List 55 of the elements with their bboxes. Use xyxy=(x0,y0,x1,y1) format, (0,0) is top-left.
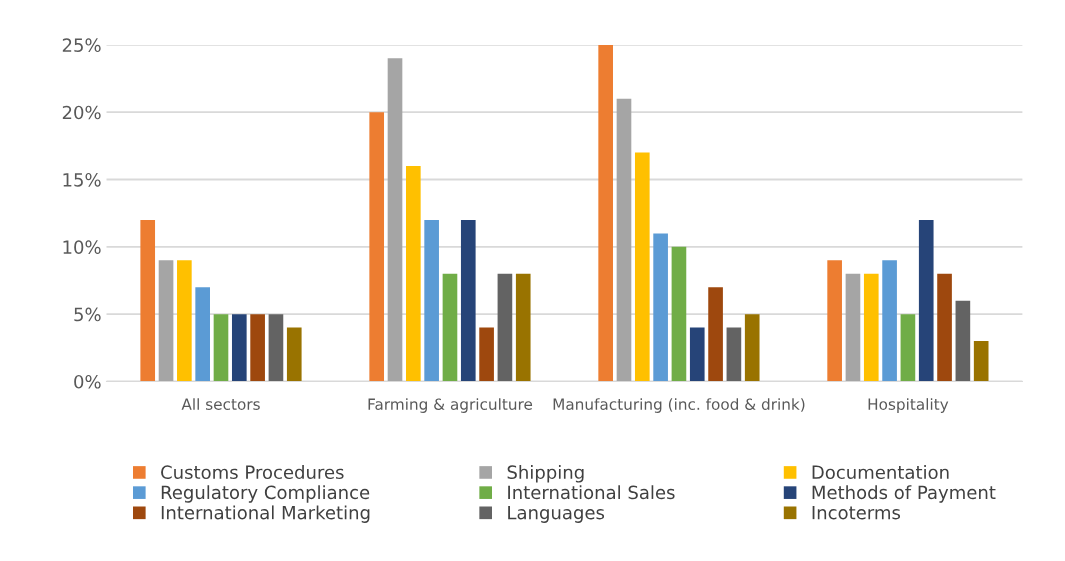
bar xyxy=(387,58,403,382)
bar xyxy=(918,219,934,382)
x-tick-label: Farming & agriculture xyxy=(368,398,533,413)
bar xyxy=(598,44,613,382)
legend-label: Methods of Payment xyxy=(812,485,996,503)
legend-label: International Sales xyxy=(508,485,675,500)
bar xyxy=(369,112,385,382)
bar xyxy=(616,98,632,382)
bar xyxy=(653,233,668,382)
y-tick-label: 5% xyxy=(74,307,101,322)
bar xyxy=(250,314,265,382)
bar xyxy=(882,260,897,382)
bar xyxy=(406,166,421,382)
bar xyxy=(515,273,531,382)
bar xyxy=(424,219,439,382)
bar xyxy=(973,341,989,382)
legend-label: Shipping xyxy=(507,465,584,483)
bar xyxy=(286,327,302,382)
bar xyxy=(726,327,742,382)
bar xyxy=(955,300,971,382)
bar xyxy=(140,219,156,382)
bar xyxy=(479,327,494,382)
bar xyxy=(497,273,513,382)
bar xyxy=(634,152,650,382)
bar xyxy=(708,287,723,382)
legend-label: International Marketing xyxy=(161,505,370,523)
x-tick-label: All sectors xyxy=(181,398,260,410)
x-tick-label: Manufacturing (inc. food & drink) xyxy=(553,398,805,413)
y-tick-label: 25% xyxy=(62,38,101,52)
legend-label: Languages xyxy=(508,505,605,523)
bar xyxy=(177,260,192,382)
bar xyxy=(671,246,687,382)
y-tick-label: 0% xyxy=(74,374,101,389)
bar xyxy=(158,260,174,382)
bar xyxy=(195,287,210,382)
y-tick-label: 10% xyxy=(63,240,101,254)
bar xyxy=(863,273,879,382)
bar xyxy=(231,314,247,382)
bar xyxy=(900,314,916,382)
y-tick-label: 15% xyxy=(63,172,101,187)
legend-label: Documentation xyxy=(812,465,949,480)
bar xyxy=(268,314,284,382)
legend-label: Regulatory Compliance xyxy=(161,485,370,503)
y-tick-label: 20% xyxy=(62,105,101,120)
bar xyxy=(744,314,760,382)
bar xyxy=(442,273,458,382)
legend-label: Customs Procedures xyxy=(161,465,344,480)
bar xyxy=(827,260,842,382)
bar xyxy=(845,273,861,382)
bar xyxy=(937,273,952,382)
bar xyxy=(213,314,229,382)
legend-label: Incoterms xyxy=(812,505,901,520)
bar xyxy=(689,327,705,382)
bar xyxy=(460,219,476,382)
x-tick-label: Hospitality xyxy=(868,398,949,413)
